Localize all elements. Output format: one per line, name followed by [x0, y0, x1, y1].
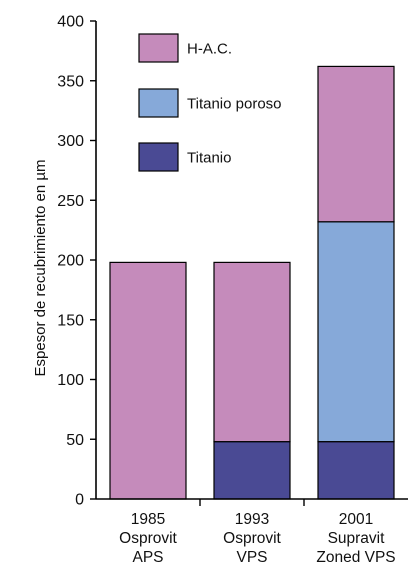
x-category-label: 1985 Osprovit APS	[119, 511, 177, 566]
y-tick-label: 50	[66, 432, 84, 449]
bar-segment-h-a-c-1	[109, 261, 187, 500]
bar-segment-titanio-2	[213, 441, 291, 500]
y-tick-label: 300	[57, 133, 84, 150]
legend-label-titanio-poroso: Titanio poroso	[187, 96, 282, 113]
bar-segment-titanio-3	[317, 441, 395, 500]
y-tick-label: 250	[57, 193, 84, 210]
legend-swatch-titanio	[138, 142, 179, 172]
legend-label-titanio: Titanio	[187, 150, 231, 167]
y-axis-label: Espesor de recubrimiento en µm	[32, 159, 49, 376]
legend-label-h-a-c: H-A.C.	[187, 41, 232, 58]
bar-segment-titanio-poroso-3	[317, 221, 395, 443]
bar-segment-h-a-c-2	[213, 261, 291, 443]
bar-segment-h-a-c-3	[317, 65, 395, 223]
y-tick-label: 350	[57, 73, 84, 90]
x-category-label: 1993 Osprovit VPS	[223, 511, 281, 566]
legend-swatch-h-a-c	[138, 33, 179, 63]
bars-group	[109, 65, 395, 500]
y-tick-label: 200	[57, 253, 84, 270]
y-tick-label: 0	[75, 492, 84, 509]
axes-group: 0 50 100 150 200 250 300 350 400 1985 Osprovit APS 1…	[57, 14, 408, 566]
legend: H-A.C. Titanio poroso Titanio	[138, 33, 282, 172]
y-tick-label: 150	[57, 312, 84, 329]
y-tick-label: 400	[57, 14, 84, 31]
legend-swatch-titanio-poroso	[138, 88, 179, 118]
x-category-label: 2001 Supravit Zoned VPS	[316, 511, 395, 566]
y-tick-label: 100	[57, 372, 84, 389]
